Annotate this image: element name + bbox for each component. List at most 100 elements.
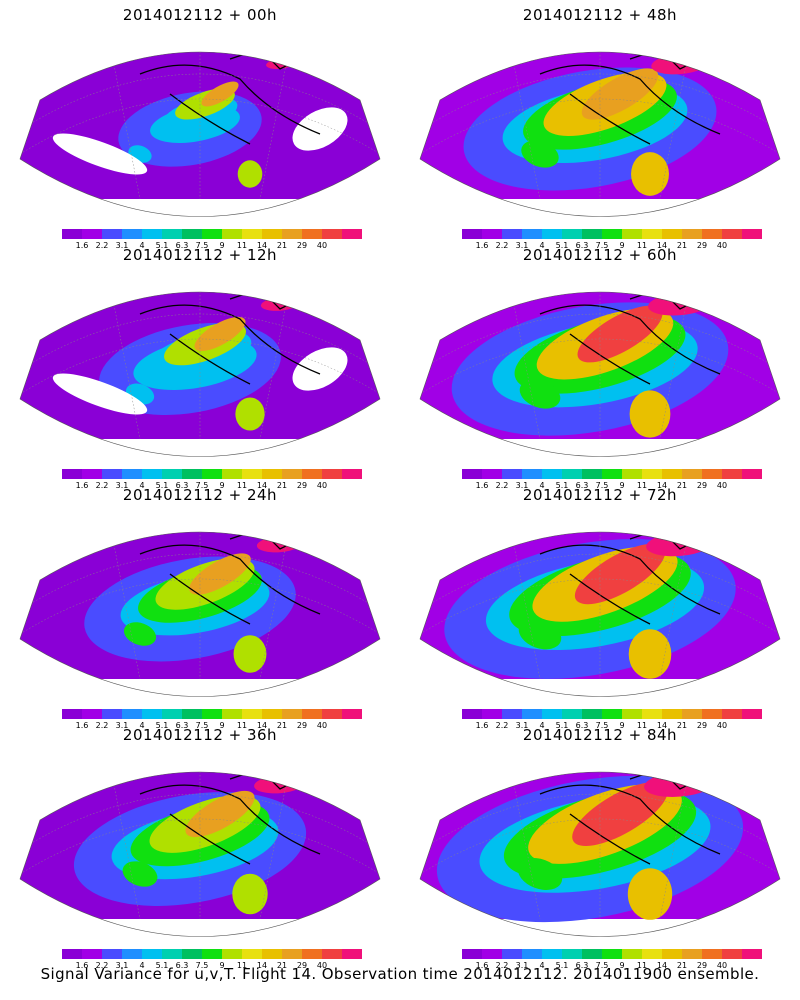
- forecast-panel: 2014012112 + 24h 1.6 2.2 3.1 4 5.1 6.3 7.5 9 11 1…: [0, 486, 400, 730]
- colorbar-swatch: [282, 469, 302, 479]
- colorbar-swatch: [122, 229, 142, 239]
- panel-title: 2014012112 + 24h: [122, 486, 278, 504]
- colorbar-swatch: [742, 709, 762, 719]
- colorbar-label: 21: [276, 241, 288, 250]
- colorbar-label: 21: [676, 721, 688, 730]
- colorbar-swatch: [182, 469, 202, 479]
- colorbar: [62, 709, 362, 719]
- colorbar-swatch: [82, 949, 102, 959]
- colorbar-label: 4: [139, 241, 145, 250]
- colorbar-swatch: [342, 949, 362, 959]
- colorbar-swatch: [682, 949, 702, 959]
- colorbar-label: 4: [539, 481, 545, 490]
- colorbar-swatch: [742, 229, 762, 239]
- colorbar-label: 7.5: [595, 481, 609, 490]
- colorbar-swatch: [702, 469, 722, 479]
- colorbar-swatch: [602, 949, 622, 959]
- colorbar-swatch: [602, 469, 622, 479]
- colorbar-label: 1.6: [75, 481, 89, 490]
- colorbar-label: 1.6: [475, 481, 489, 490]
- colorbar-swatch: [82, 229, 102, 239]
- colorbar-swatch: [482, 229, 502, 239]
- colorbar-swatch: [522, 709, 542, 719]
- colorbar-label: 4: [139, 961, 145, 970]
- colorbar-swatch: [142, 229, 162, 239]
- colorbar-swatch: [702, 229, 722, 239]
- colorbar-label: 11: [636, 961, 648, 970]
- colorbar-swatch: [222, 709, 242, 719]
- colorbar-swatch: [322, 709, 342, 719]
- colorbar: [462, 229, 762, 239]
- colorbar-label: 29: [696, 481, 708, 490]
- colorbar-swatch: [122, 469, 142, 479]
- colorbar-swatch: [482, 949, 502, 959]
- colorbar-label: 3.1: [515, 241, 529, 250]
- colorbar-swatch: [162, 469, 182, 479]
- panel-title: 2014012112 + 48h: [522, 6, 678, 24]
- colorbar-label: 40: [716, 241, 728, 250]
- colorbar-swatch: [102, 229, 122, 239]
- colorbar-swatch: [522, 469, 542, 479]
- colorbar-swatch: [342, 709, 362, 719]
- colorbar-label: 11: [236, 961, 248, 970]
- colorbar-label: 21: [276, 481, 288, 490]
- colorbar-swatch: [682, 469, 702, 479]
- colorbar-swatch: [502, 229, 522, 239]
- colorbar-label: 3.1: [515, 721, 529, 730]
- colorbar-label: 5.1: [155, 961, 169, 970]
- colorbar-swatch: [122, 949, 142, 959]
- colorbar-swatch: [202, 229, 222, 239]
- colorbar-label: 2.2: [95, 961, 109, 970]
- colorbar-swatch: [162, 709, 182, 719]
- colorbar: [62, 229, 362, 239]
- colorbar-swatch: [462, 949, 482, 959]
- colorbar-swatch: [262, 469, 282, 479]
- colorbar: [462, 949, 762, 959]
- colorbar-swatch: [222, 229, 242, 239]
- colorbar-label: 9: [219, 481, 225, 490]
- colorbar-label: 2.2: [95, 241, 109, 250]
- colorbar-swatch: [62, 709, 82, 719]
- colorbar-label: 29: [296, 721, 308, 730]
- colorbar-swatch: [722, 229, 742, 239]
- forecast-panel: 2014012112 + 36h 1.6 2.2 3.1 4 5.1 6.3 7.5 9 11 1…: [0, 726, 400, 970]
- colorbar-label: 29: [696, 721, 708, 730]
- colorbar-swatch: [582, 709, 602, 719]
- colorbar-label: 11: [236, 481, 248, 490]
- colorbar-swatch: [662, 949, 682, 959]
- colorbar-label: 1.6: [75, 721, 89, 730]
- forecast-panel: 2014012112 + 72h 1.6 2.2 3.1 4 5.1 6.3 7.5 9 11 1…: [400, 486, 800, 730]
- colorbar-label: 14: [256, 481, 268, 490]
- colorbar-swatch: [222, 949, 242, 959]
- colorbar-swatch: [322, 949, 342, 959]
- colorbar-label: 1.6: [75, 961, 89, 970]
- colorbar-label: 29: [296, 961, 308, 970]
- colorbar-swatch: [122, 709, 142, 719]
- colorbar-label: 5.1: [555, 481, 569, 490]
- variance-map: [19, 291, 381, 457]
- colorbar-swatch: [622, 469, 642, 479]
- colorbar-label: 6.3: [575, 241, 589, 250]
- variance-map: [419, 531, 781, 697]
- colorbar-label: 3.1: [515, 481, 529, 490]
- colorbar-labels: 1.6 2.2 3.1 4 5.1 6.3 7.5 9 11 14 21 29 40: [62, 481, 362, 491]
- colorbar-swatch: [282, 229, 302, 239]
- colorbar-swatch: [182, 949, 202, 959]
- colorbar-swatch: [462, 469, 482, 479]
- colorbar-swatch: [162, 229, 182, 239]
- colorbar-label: 7.5: [195, 241, 209, 250]
- colorbar-swatch: [242, 949, 262, 959]
- colorbar-swatch: [202, 709, 222, 719]
- colorbar-label: 14: [656, 961, 668, 970]
- colorbar-swatch: [722, 949, 742, 959]
- colorbar-label: 11: [236, 721, 248, 730]
- colorbar-swatch: [682, 709, 702, 719]
- colorbar-label: 14: [656, 241, 668, 250]
- colorbar-label: 1.6: [475, 961, 489, 970]
- colorbar-label: 7.5: [195, 481, 209, 490]
- colorbar-swatch: [622, 229, 642, 239]
- colorbar-swatch: [102, 709, 122, 719]
- colorbar-label: 2.2: [495, 721, 509, 730]
- colorbar-label: 14: [256, 241, 268, 250]
- colorbar-label: 6.3: [175, 961, 189, 970]
